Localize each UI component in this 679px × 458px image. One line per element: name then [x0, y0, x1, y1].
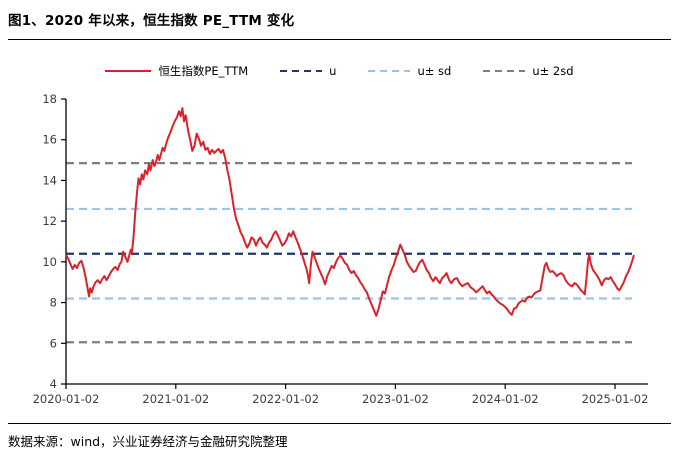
series-line-pe-ttm — [65, 107, 635, 317]
legend-item-mean: u — [280, 64, 336, 78]
y-tick-label-6: 6 — [50, 336, 57, 350]
x-tick-label-2024-01-02: 2024-01-02 — [472, 392, 539, 406]
data-source-note: 数据来源：wind，兴业证券经济与金融研究院整理 — [8, 434, 288, 449]
legend-label-pe-ttm: 恒生指数PE_TTM — [158, 64, 249, 78]
footer-divider — [8, 423, 671, 424]
x-tick-label-2020-01-02: 2020-01-02 — [33, 392, 100, 406]
x-tick-label-2021-01-02: 2021-01-02 — [142, 392, 209, 406]
x-tick-label-2023-01-02: 2023-01-02 — [362, 392, 429, 406]
legend-item-2sd: u± 2sd — [483, 64, 574, 78]
chart-legend: 恒生指数PE_TTM u u± sd u± 2sd — [0, 64, 679, 78]
x-tick-label-2022-01-02: 2022-01-02 — [252, 392, 319, 406]
x-tick-label-2025-01-02: 2025-01-02 — [582, 392, 649, 406]
legend-item-pe-ttm: 恒生指数PE_TTM — [105, 64, 248, 78]
legend-swatch-mean-dash — [280, 69, 323, 73]
y-tick-label-12: 12 — [42, 214, 57, 228]
y-tick-label-16: 16 — [42, 133, 57, 147]
legend-swatch-2sd-dash — [483, 69, 526, 73]
figure-title: 图1、2020 年以来，恒生指数 PE_TTM 变化 — [8, 13, 295, 29]
legend-label-2sd: u± 2sd — [532, 64, 574, 78]
legend-swatch-pe-line — [105, 69, 152, 73]
y-tick-label-10: 10 — [42, 255, 57, 269]
title-divider — [8, 39, 671, 40]
y-tick-label-4: 4 — [50, 377, 57, 391]
legend-swatch-sd-dash — [368, 69, 411, 73]
y-tick-label-8: 8 — [50, 296, 57, 310]
legend-label-sd: u± sd — [417, 64, 452, 78]
legend-label-mean: u — [329, 64, 337, 78]
y-tick-label-14: 14 — [42, 173, 57, 187]
y-tick-label-18: 18 — [42, 92, 57, 106]
legend-item-sd: u± sd — [368, 64, 451, 78]
